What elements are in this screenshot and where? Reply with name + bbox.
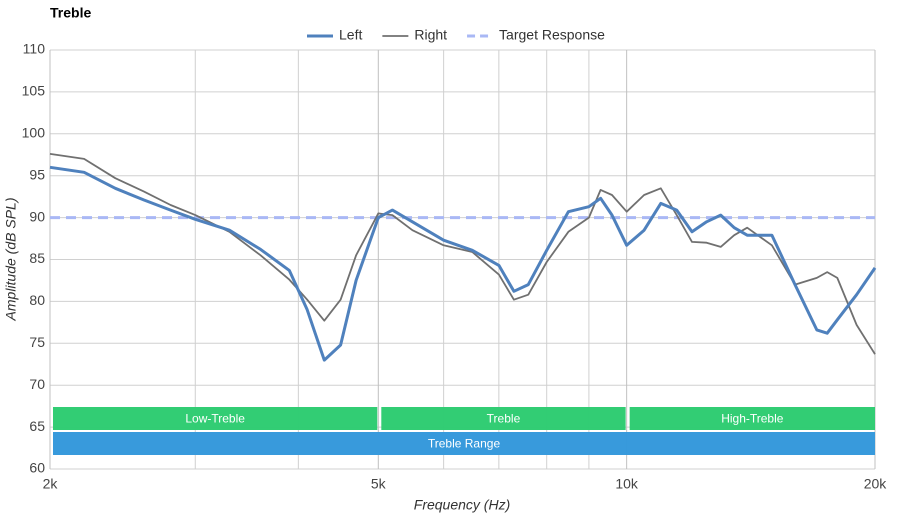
series-line bbox=[49, 153, 876, 355]
band bbox=[629, 407, 875, 430]
band bbox=[53, 407, 378, 430]
series-line bbox=[49, 165, 877, 362]
y-tick-label: 65 bbox=[29, 418, 45, 434]
band bbox=[381, 407, 626, 430]
x-tick-label: 20k bbox=[864, 476, 888, 492]
y-tick-label: 110 bbox=[23, 41, 46, 57]
y-tick-label: 75 bbox=[29, 334, 45, 350]
band-label: Low-Treble bbox=[185, 412, 245, 426]
x-tick-label: 5k bbox=[371, 476, 387, 492]
y-axis-label: Amplitude (dB SPL) bbox=[3, 198, 19, 322]
y-tick-label: 70 bbox=[29, 376, 45, 392]
x-tick-label: 2k bbox=[43, 476, 59, 492]
y-tick-label: 105 bbox=[22, 83, 46, 99]
chart-title: Treble bbox=[50, 5, 91, 21]
band bbox=[53, 432, 875, 455]
x-axis-label: Frequency (Hz) bbox=[414, 497, 510, 513]
y-tick-label: 60 bbox=[29, 460, 45, 476]
y-tick-label: 95 bbox=[29, 166, 45, 182]
y-tick-label: 85 bbox=[29, 250, 45, 266]
band-label: Treble Range bbox=[428, 437, 501, 451]
legend-label: Target Response bbox=[499, 27, 605, 43]
band-label: Treble bbox=[487, 412, 521, 426]
y-tick-label: 100 bbox=[22, 125, 46, 141]
y-tick-label: 80 bbox=[29, 292, 45, 308]
x-tick-label: 10k bbox=[615, 476, 639, 492]
legend-label: Right bbox=[414, 27, 447, 43]
y-tick-label: 90 bbox=[29, 208, 45, 224]
legend-label: Left bbox=[339, 27, 362, 43]
band-label: High-Treble bbox=[721, 412, 784, 426]
